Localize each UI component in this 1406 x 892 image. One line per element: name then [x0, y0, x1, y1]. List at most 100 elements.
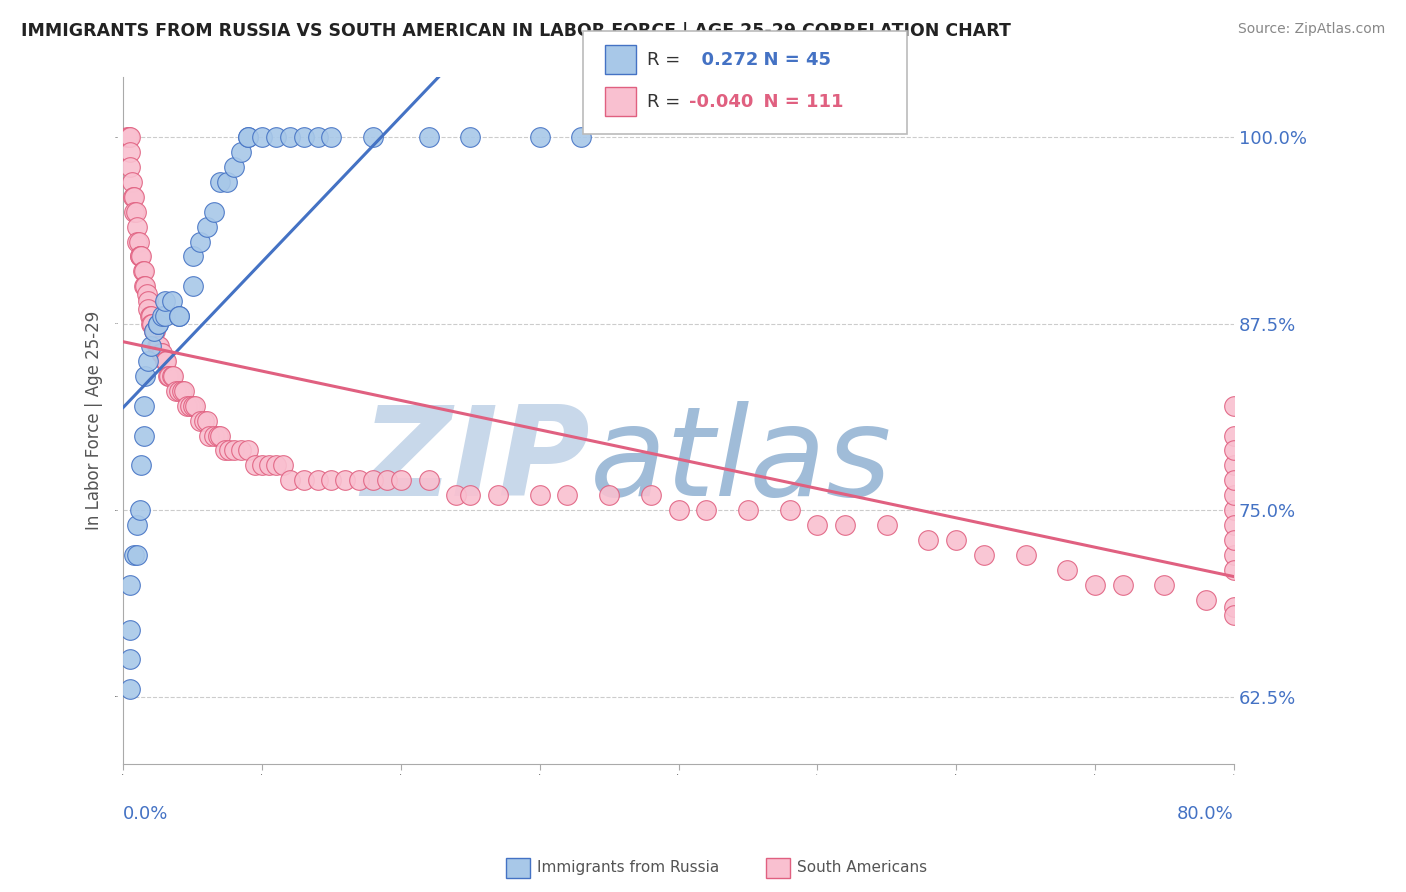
Point: [148, 339, 170, 353]
Point: [779, 503, 801, 517]
Point: [181, 399, 204, 413]
Text: IMMIGRANTS FROM RUSSIA VS SOUTH AMERICAN IN LABOR FORCE | AGE 25-29 CORRELATION : IMMIGRANTS FROM RUSSIA VS SOUTH AMERICAN…: [21, 22, 1011, 40]
Point: [149, 346, 172, 360]
Point: [1195, 592, 1218, 607]
Point: [167, 309, 190, 323]
Point: [124, 204, 146, 219]
Point: [179, 399, 201, 413]
Point: [207, 428, 229, 442]
Point: [557, 488, 579, 502]
Point: [131, 264, 153, 278]
Point: [153, 294, 176, 309]
Point: [292, 473, 315, 487]
Point: [307, 130, 329, 145]
Point: [973, 548, 995, 562]
Point: [1223, 533, 1246, 547]
Point: [142, 324, 165, 338]
Text: R =: R =: [647, 93, 686, 111]
Point: [127, 219, 149, 234]
Point: [695, 503, 717, 517]
Point: [120, 130, 142, 145]
Point: [184, 399, 207, 413]
Point: [124, 548, 146, 562]
Point: [120, 578, 142, 592]
Point: [165, 384, 187, 398]
Point: [668, 503, 690, 517]
Point: [127, 518, 149, 533]
Point: [132, 399, 155, 413]
Point: [264, 458, 287, 473]
Point: [160, 368, 183, 383]
Point: [136, 301, 159, 316]
Point: [834, 518, 856, 533]
Point: [127, 235, 149, 249]
Point: [1014, 548, 1036, 562]
Point: [361, 130, 384, 145]
Point: [195, 219, 218, 234]
Point: [389, 473, 412, 487]
Point: [529, 488, 551, 502]
Point: [134, 279, 156, 293]
Point: [202, 204, 225, 219]
Point: [136, 354, 159, 368]
Point: [195, 414, 218, 428]
Point: [136, 294, 159, 309]
Point: [131, 458, 153, 473]
Point: [139, 309, 162, 323]
Point: [120, 623, 142, 637]
Point: [1223, 503, 1246, 517]
Point: [167, 309, 190, 323]
Point: [271, 458, 294, 473]
Point: [224, 160, 246, 174]
Text: Immigrants from Russia: Immigrants from Russia: [537, 860, 720, 874]
Point: [238, 130, 260, 145]
Point: [132, 279, 155, 293]
Text: South Americans: South Americans: [797, 860, 928, 874]
Point: [173, 384, 195, 398]
Point: [250, 458, 273, 473]
Point: [598, 488, 620, 502]
Point: [138, 309, 160, 323]
Point: [202, 428, 225, 442]
Point: [569, 130, 592, 145]
Point: [181, 279, 204, 293]
Point: [1223, 488, 1246, 502]
Point: [375, 473, 398, 487]
Point: [132, 264, 155, 278]
Point: [124, 190, 146, 204]
Point: [150, 346, 173, 360]
Text: N = 45: N = 45: [751, 51, 831, 69]
Point: [120, 652, 142, 666]
Point: [156, 368, 179, 383]
Point: [349, 473, 371, 487]
Point: [917, 533, 939, 547]
Point: [876, 518, 898, 533]
Point: [129, 250, 152, 264]
Point: [1223, 443, 1246, 458]
Point: [335, 473, 357, 487]
Point: [224, 443, 246, 458]
Point: [143, 324, 166, 338]
Point: [1223, 428, 1246, 442]
Point: [150, 309, 173, 323]
Point: [146, 339, 169, 353]
Point: [307, 473, 329, 487]
Point: [146, 317, 169, 331]
Point: [155, 354, 177, 368]
Point: [139, 339, 162, 353]
Text: N = 111: N = 111: [751, 93, 844, 111]
Point: [117, 130, 139, 145]
Point: [120, 682, 142, 697]
Point: [129, 250, 152, 264]
Point: [181, 250, 204, 264]
Point: [321, 130, 343, 145]
Point: [1223, 399, 1246, 413]
Point: [128, 235, 150, 249]
Point: [188, 414, 211, 428]
Point: [139, 317, 162, 331]
Point: [198, 428, 221, 442]
Point: [250, 130, 273, 145]
Point: [1223, 518, 1246, 533]
Point: [243, 458, 266, 473]
Text: 0.272: 0.272: [689, 51, 758, 69]
